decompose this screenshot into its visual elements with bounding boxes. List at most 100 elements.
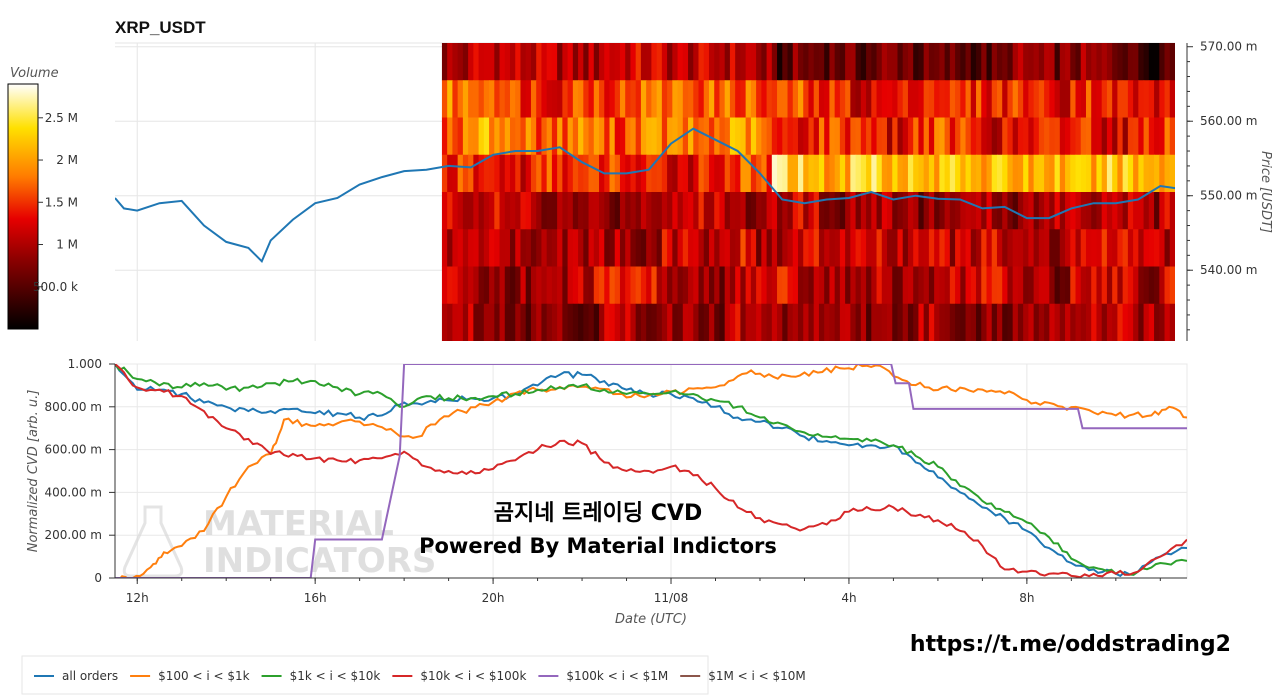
heatmap-cell: [892, 154, 899, 193]
heatmap-cell: [1091, 117, 1098, 156]
heatmap-cell: [740, 192, 747, 230]
heatmap-cell: [557, 80, 563, 118]
heatmap-cell: [991, 192, 998, 230]
heatmap-cell: [960, 266, 967, 305]
heatmap-cell: [729, 266, 736, 305]
heatmap-cell: [860, 117, 867, 156]
heatmap-cell: [834, 43, 841, 81]
heatmap-cell: [457, 192, 464, 230]
heatmap-cell: [981, 303, 988, 341]
heatmap-cell: [1091, 229, 1098, 267]
heatmap-cell: [918, 80, 925, 118]
heatmap-cell: [656, 43, 663, 81]
heatmap-cell: [1049, 266, 1056, 305]
heatmap-cell: [991, 154, 998, 193]
heatmap-cell: [771, 303, 778, 341]
heatmap-cell: [834, 80, 841, 118]
heatmap-cell: [871, 43, 878, 81]
heatmap-cell: [693, 229, 700, 267]
heatmap-cell: [604, 303, 611, 341]
heatmap-cell: [688, 154, 694, 193]
heatmap-cell: [1023, 154, 1029, 193]
heatmap-cell: [483, 303, 490, 341]
heatmap-cell: [797, 303, 804, 341]
heatmap-cell: [1065, 80, 1071, 118]
heatmap-cell: [583, 229, 590, 267]
heatmap-cell: [735, 192, 741, 230]
heatmap-cell: [567, 266, 574, 305]
heatmap-cell: [504, 192, 511, 230]
heatmap-cell: [583, 266, 590, 305]
heatmap-cell: [708, 266, 715, 305]
heatmap-cell: [1169, 43, 1175, 81]
heatmap-cell: [949, 266, 956, 305]
heatmap-cell: [714, 229, 721, 267]
heatmap-cell: [646, 303, 652, 341]
heatmap-cell: [494, 43, 501, 81]
heatmap-cell: [1091, 154, 1098, 193]
heatmap-cell: [583, 43, 590, 81]
heatmap-cell: [928, 303, 935, 341]
heatmap-cell: [829, 266, 836, 305]
heatmap-cell: [593, 80, 600, 118]
heatmap-cell: [986, 154, 993, 193]
heatmap-cell: [640, 43, 647, 81]
heatmap-cell: [976, 43, 982, 81]
heatmap-cell: [494, 303, 501, 341]
heatmap-cell: [944, 43, 951, 81]
heatmap-cell: [949, 154, 956, 193]
heatmap-cell: [656, 80, 663, 118]
heatmap-cell: [866, 117, 872, 156]
heatmap-cell: [991, 117, 998, 156]
heatmap-cell: [462, 229, 469, 267]
heatmap-cell: [970, 192, 977, 230]
heatmap-cell: [473, 154, 480, 193]
heatmap-cell: [1038, 229, 1045, 267]
heatmap-cell: [520, 266, 527, 305]
heatmap-cell: [986, 266, 993, 305]
heatmap-cell: [625, 192, 632, 230]
heatmap-cell: [1023, 303, 1029, 341]
heatmap-cell: [1007, 303, 1014, 341]
heatmap-cell: [829, 154, 836, 193]
heatmap-cell: [672, 303, 679, 341]
heatmap-cell: [902, 43, 909, 81]
heatmap-cell: [1096, 154, 1103, 193]
heatmap-cell: [976, 266, 982, 305]
heatmap-cell: [1148, 303, 1155, 341]
heatmap-cell: [546, 192, 553, 230]
heatmap-cell: [1159, 303, 1166, 341]
heatmap-cell: [572, 192, 579, 230]
heatmap-cell: [750, 266, 757, 305]
heatmap-cell: [609, 192, 616, 230]
heatmap-cell: [1127, 192, 1134, 230]
heatmap-cell: [489, 117, 495, 156]
heatmap-cell: [588, 192, 595, 230]
heatmap-cell: [991, 303, 998, 341]
heatmap-cell: [740, 303, 747, 341]
heatmap-cell: [483, 192, 490, 230]
heatmap-cell: [1033, 117, 1040, 156]
heatmap-cell: [1033, 229, 1040, 267]
heatmap-cell: [656, 192, 663, 230]
heatmap-cell: [996, 80, 1003, 118]
heatmap-cell: [567, 154, 574, 193]
heatmap-cell: [1169, 154, 1175, 193]
heatmap-cell: [583, 192, 590, 230]
heatmap-cell: [661, 266, 668, 305]
heatmap-cell: [1164, 117, 1171, 156]
heatmap-cell: [1143, 43, 1150, 81]
heatmap-cell: [703, 154, 710, 193]
heatmap-cell: [866, 43, 872, 81]
heatmap-cell: [808, 154, 815, 193]
heatmap-cell: [667, 229, 673, 267]
heatmap-cell: [845, 80, 851, 118]
price-tick-label: 540.00 m: [1200, 263, 1258, 277]
heatmap-cell: [1127, 266, 1134, 305]
telegram-link[interactable]: https://t.me/oddstrading2: [910, 632, 1231, 657]
date-tick-label: 8h: [1019, 591, 1034, 605]
heatmap-cell: [1017, 303, 1024, 341]
heatmap-cell: [756, 229, 762, 267]
heatmap-cell: [635, 266, 642, 305]
heatmap-cell: [1159, 117, 1166, 156]
